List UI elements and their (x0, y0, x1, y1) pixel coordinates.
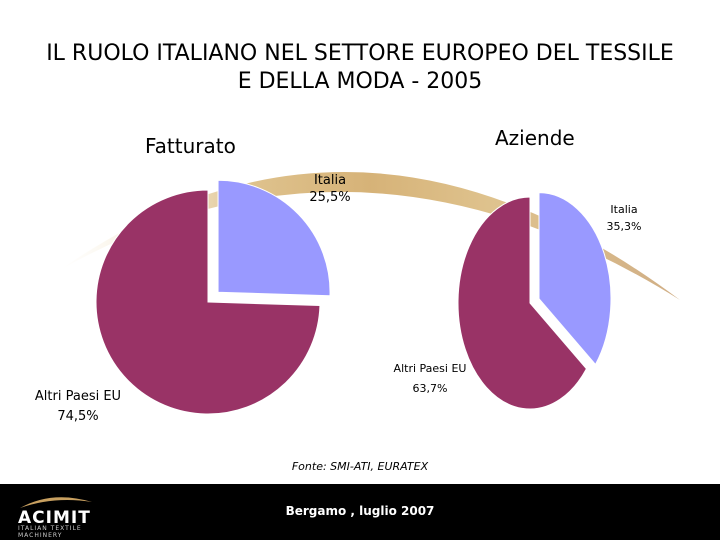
acimit-logo-icon (20, 497, 92, 508)
pie2-value-altri: 63,7% (413, 382, 448, 395)
pie1-value-italia: 25,5% (309, 190, 350, 205)
pie2-label-altri: Altri Paesi EU (394, 362, 467, 375)
pie1-value-altri: 74,5% (57, 409, 98, 424)
logo-text: ACIMIT (18, 508, 91, 528)
chart-1-title: Fatturato (145, 134, 236, 158)
source-note: Fonte: SMI-ATI, EURATEX (291, 460, 429, 473)
pie2-value-italia: 35,3% (607, 220, 642, 233)
footer-location-date: Bergamo , luglio 2007 (285, 504, 435, 518)
page-title: IL RUOLO ITALIANO NEL SETTORE EUROPEO DE… (0, 40, 720, 96)
title-line-1: IL RUOLO ITALIANO NEL SETTORE EUROPEO DE… (46, 41, 674, 66)
pie1-slice-italia (217, 179, 331, 297)
footer-bar: ACIMIT ITALIAN TEXTILE MACHINERY Bergamo… (0, 484, 720, 540)
pie1-label-altri: Altri Paesi EU (35, 389, 121, 404)
pie1-slice-altri (95, 189, 321, 415)
pie2-slice-altri (457, 196, 588, 410)
title-line-2: E DELLA MODA - 2005 (237, 69, 483, 94)
logo-subtitle: ITALIAN TEXTILE MACHINERY (18, 525, 82, 539)
pie2-slice-italia (538, 192, 612, 366)
charts-area: Fatturato Aziende Italia 25,5% Altri Pae… (35, 126, 680, 424)
pie-fatturato (95, 179, 331, 415)
chart-2-title: Aziende (495, 126, 575, 150)
pie-aziende (457, 192, 612, 410)
pie2-label-italia: Italia (610, 203, 637, 216)
pie1-label-italia: Italia (314, 173, 346, 188)
decorative-arc (60, 172, 680, 300)
